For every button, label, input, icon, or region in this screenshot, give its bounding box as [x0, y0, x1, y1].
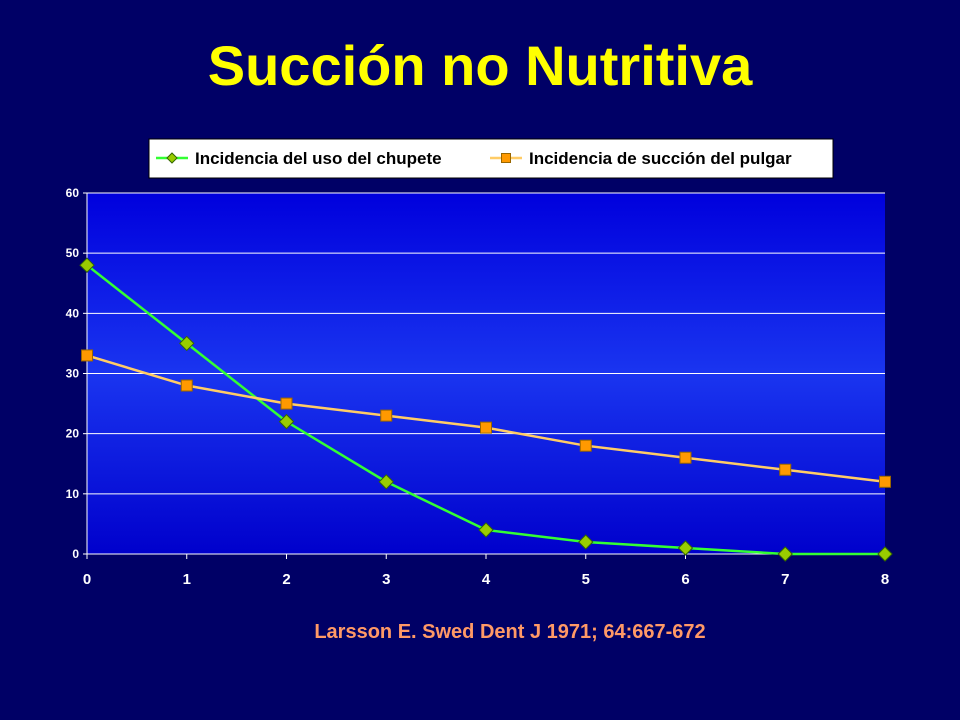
- series-group: [79, 257, 893, 562]
- x-tick-label: 6: [681, 571, 689, 588]
- legend: Incidencia del uso del chupete Incidencia…: [148, 138, 834, 179]
- data-point-diamond: [877, 546, 893, 562]
- x-tick-label: 7: [781, 571, 789, 588]
- x-tick-label: 1: [183, 571, 191, 588]
- series-2: [81, 349, 891, 488]
- gridlines: [87, 192, 885, 495]
- data-point-square: [380, 409, 393, 422]
- y-tick-label: 10: [66, 487, 80, 501]
- data-point-diamond: [478, 522, 494, 538]
- data-point-square: [180, 379, 193, 392]
- data-point-square: [579, 439, 592, 452]
- y-tick-label: 20: [66, 427, 80, 441]
- data-point-diamond: [578, 534, 594, 550]
- x-tick-label: 4: [482, 571, 491, 588]
- series-1: [79, 257, 893, 562]
- data-point-square: [779, 463, 792, 476]
- legend-label: Incidencia de succión del pulgar: [529, 149, 792, 168]
- citation: Larsson E. Swed Dent J 1971; 64:667-672: [314, 621, 706, 643]
- data-point-square: [81, 349, 93, 362]
- data-point-diamond: [179, 335, 195, 352]
- axes: 0 10 20 30 40 50 60 0 1 2 3 4 5 6 7 8: [66, 186, 890, 588]
- x-tick-label: 5: [582, 571, 590, 588]
- y-tick-label: 30: [66, 367, 80, 381]
- data-point-diamond: [378, 474, 394, 490]
- y-tick-label: 40: [66, 306, 80, 320]
- legend-item-1: Incidencia del uso del chupete: [156, 149, 442, 168]
- legend-item-2: Incidencia de succión del pulgar: [490, 149, 792, 168]
- data-point-square: [679, 451, 692, 464]
- data-point-square: [879, 475, 891, 488]
- data-point-diamond: [677, 540, 694, 556]
- data-point-diamond: [278, 413, 295, 430]
- x-tick-label: 2: [282, 571, 290, 588]
- data-point-diamond: [777, 546, 793, 562]
- legend-marker-diamond: [166, 152, 178, 164]
- data-point-square: [480, 421, 492, 434]
- data-point-diamond: [79, 257, 95, 273]
- y-tick-label: 0: [72, 547, 79, 561]
- legend-marker-square: [501, 153, 511, 163]
- x-tick-label: 0: [83, 571, 91, 588]
- slide-title: Succión no Nutritiva: [207, 34, 753, 97]
- x-tick-label: 8: [881, 571, 889, 588]
- x-tick-label: 3: [382, 571, 390, 588]
- legend-label: Incidencia del uso del chupete: [195, 149, 442, 168]
- y-tick-label: 60: [66, 186, 80, 200]
- y-tick-label: 50: [66, 246, 80, 260]
- data-point-square: [280, 397, 293, 410]
